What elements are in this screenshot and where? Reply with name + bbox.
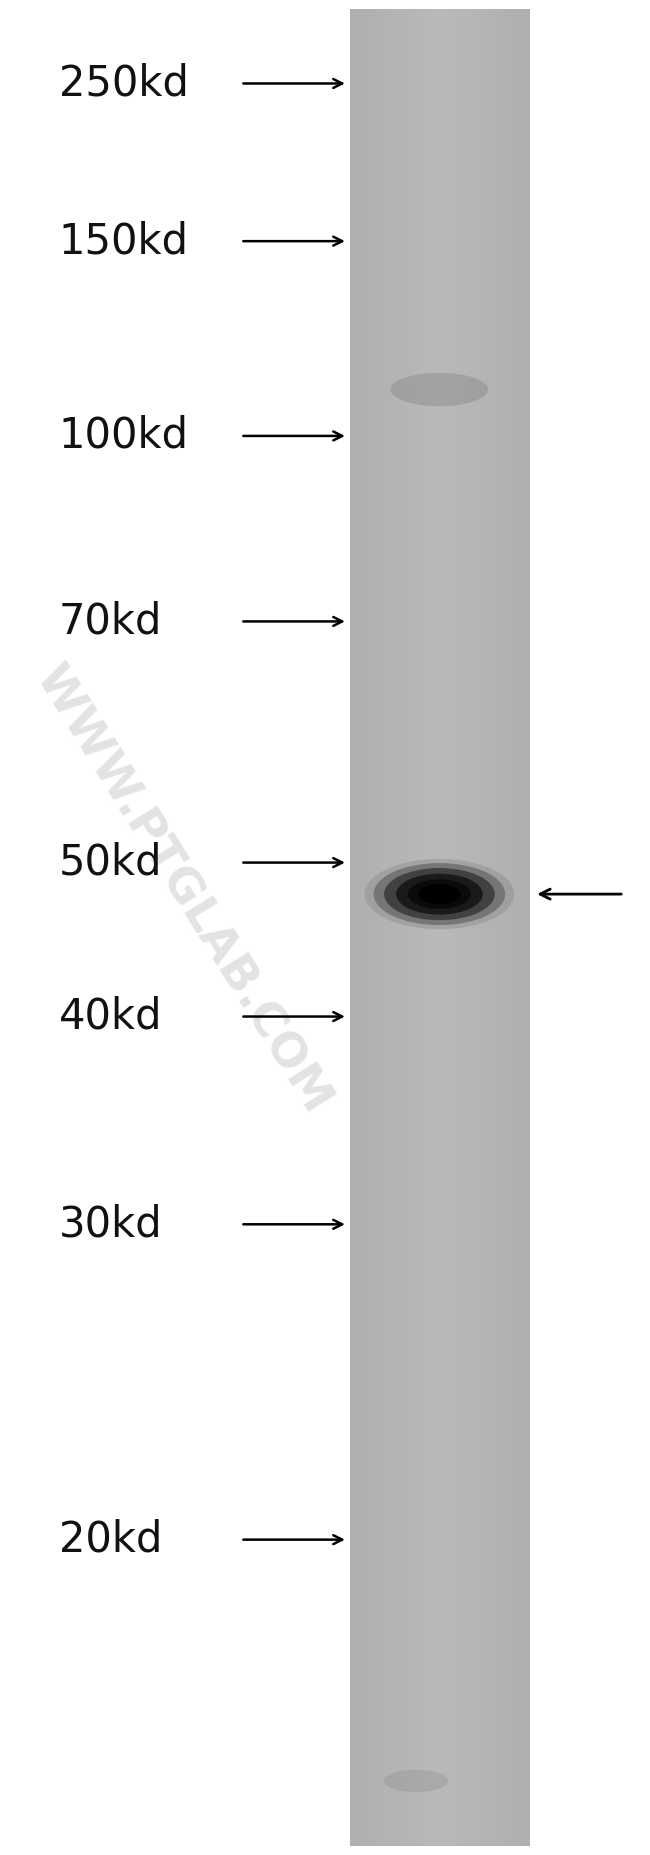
Text: 30kd: 30kd xyxy=(58,1204,162,1245)
Text: 150kd: 150kd xyxy=(58,221,188,262)
Bar xyxy=(500,9,502,1846)
Bar xyxy=(485,9,487,1846)
Ellipse shape xyxy=(391,373,488,406)
Bar xyxy=(453,9,456,1846)
Ellipse shape xyxy=(374,863,505,926)
Bar xyxy=(406,9,408,1846)
Ellipse shape xyxy=(408,879,471,909)
Bar xyxy=(514,9,516,1846)
Bar xyxy=(478,9,480,1846)
Bar xyxy=(507,9,510,1846)
Bar xyxy=(448,9,451,1846)
Bar xyxy=(361,9,363,1846)
Ellipse shape xyxy=(396,874,483,915)
Bar xyxy=(415,9,417,1846)
Bar xyxy=(419,9,422,1846)
Bar xyxy=(451,9,453,1846)
Bar xyxy=(395,9,397,1846)
Bar xyxy=(476,9,478,1846)
Bar xyxy=(499,9,500,1846)
Bar xyxy=(372,9,374,1846)
Bar xyxy=(480,9,482,1846)
Bar xyxy=(354,9,356,1846)
Bar xyxy=(447,9,448,1846)
Bar xyxy=(410,9,413,1846)
Bar xyxy=(365,9,368,1846)
Bar xyxy=(399,9,402,1846)
Bar xyxy=(436,9,437,1846)
Bar xyxy=(393,9,395,1846)
Text: 40kd: 40kd xyxy=(58,996,162,1037)
Ellipse shape xyxy=(384,1770,448,1792)
Text: 20kd: 20kd xyxy=(58,1519,162,1560)
Bar xyxy=(442,9,444,1846)
Ellipse shape xyxy=(384,868,495,920)
Bar xyxy=(458,9,460,1846)
Bar xyxy=(460,9,462,1846)
Bar xyxy=(523,9,525,1846)
Bar xyxy=(494,9,496,1846)
Bar xyxy=(465,9,467,1846)
Bar xyxy=(390,9,393,1846)
Bar xyxy=(528,9,530,1846)
Bar xyxy=(384,9,385,1846)
Bar xyxy=(426,9,428,1846)
Bar xyxy=(397,9,399,1846)
Bar xyxy=(370,9,372,1846)
Bar xyxy=(350,9,352,1846)
Bar xyxy=(525,9,528,1846)
Bar xyxy=(512,9,514,1846)
Bar xyxy=(374,9,377,1846)
Bar xyxy=(379,9,381,1846)
Text: 100kd: 100kd xyxy=(58,416,188,456)
Bar xyxy=(388,9,390,1846)
Bar xyxy=(363,9,365,1846)
Bar xyxy=(439,9,442,1846)
Bar xyxy=(496,9,499,1846)
Bar xyxy=(377,9,379,1846)
Bar xyxy=(489,9,491,1846)
Bar xyxy=(467,9,469,1846)
Bar xyxy=(428,9,431,1846)
Bar xyxy=(408,9,410,1846)
Bar xyxy=(368,9,370,1846)
Text: 50kd: 50kd xyxy=(58,842,162,883)
Bar xyxy=(505,9,507,1846)
Bar xyxy=(433,9,436,1846)
Bar xyxy=(519,9,521,1846)
Bar xyxy=(359,9,361,1846)
Bar xyxy=(510,9,512,1846)
Bar xyxy=(381,9,384,1846)
Bar xyxy=(431,9,433,1846)
Bar xyxy=(471,9,473,1846)
Bar xyxy=(462,9,465,1846)
Bar xyxy=(502,9,505,1846)
Ellipse shape xyxy=(365,859,514,929)
Bar xyxy=(437,9,439,1846)
Bar xyxy=(417,9,419,1846)
Text: WWW.PTGLAB.COM: WWW.PTGLAB.COM xyxy=(25,659,339,1122)
Bar xyxy=(487,9,489,1846)
Bar xyxy=(491,9,494,1846)
Bar xyxy=(444,9,447,1846)
Bar xyxy=(422,9,424,1846)
Bar xyxy=(482,9,485,1846)
Bar xyxy=(402,9,404,1846)
Bar xyxy=(456,9,458,1846)
Bar xyxy=(469,9,471,1846)
Bar xyxy=(356,9,359,1846)
Bar xyxy=(516,9,519,1846)
Bar xyxy=(473,9,476,1846)
Bar xyxy=(404,9,406,1846)
Text: 70kd: 70kd xyxy=(58,601,162,642)
Ellipse shape xyxy=(419,885,460,903)
Bar xyxy=(385,9,388,1846)
Text: 250kd: 250kd xyxy=(58,63,188,104)
Bar xyxy=(413,9,415,1846)
Bar xyxy=(521,9,523,1846)
Bar xyxy=(424,9,426,1846)
Bar xyxy=(352,9,354,1846)
Bar xyxy=(350,9,530,1846)
